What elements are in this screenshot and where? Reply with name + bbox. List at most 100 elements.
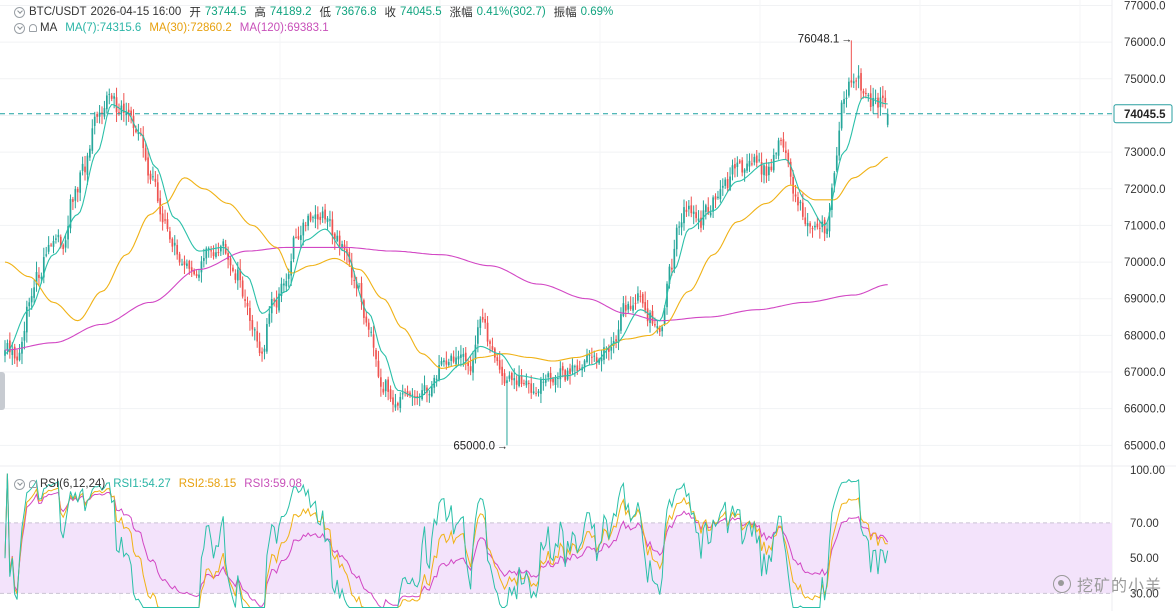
candle-body: [452, 356, 455, 362]
candle-body: [818, 227, 821, 229]
candle-body: [523, 383, 525, 385]
candle-body: [695, 212, 697, 219]
candle-body: [508, 375, 511, 379]
candle-body: [680, 222, 683, 228]
candle-body: [215, 252, 217, 257]
candle-body: [794, 194, 797, 197]
candle-body: [236, 269, 239, 281]
alert-bell-icon[interactable]: [29, 480, 37, 488]
candle-body: [595, 357, 598, 364]
high-price-marker: 76048.1: [798, 33, 840, 45]
candle-body: [173, 242, 176, 246]
candle-body: [290, 261, 292, 276]
candle-body: [33, 287, 35, 298]
candle-body: [506, 380, 508, 384]
candle-body: [823, 219, 826, 234]
ma-legend: MA MA(7):74315.6 MA(30):72860.2 MA(120):…: [14, 22, 333, 34]
candle-body: [382, 388, 385, 393]
candle-body: [867, 95, 870, 97]
candle-body: [576, 365, 579, 372]
candle-body: [200, 261, 203, 273]
candle-body: [571, 365, 574, 372]
collapse-chevron-icon[interactable]: [14, 6, 25, 18]
candle-body: [122, 103, 125, 113]
candle-body: [840, 102, 843, 129]
price-tick-label: 68000.0: [1124, 330, 1166, 342]
left-collapse-handle[interactable]: [0, 372, 5, 410]
candle-body: [450, 355, 453, 361]
candle-body: [91, 128, 94, 151]
candle-body: [399, 396, 402, 408]
candle-body: [287, 274, 290, 279]
low-price-marker: 65000.0: [453, 440, 495, 452]
candle-body: [416, 396, 419, 398]
ma-layer: →→: [0, 33, 1112, 452]
collapse-chevron-icon[interactable]: [14, 22, 25, 34]
candle-body: [372, 334, 375, 348]
collapse-chevron-icon[interactable]: [14, 478, 25, 490]
candle-body: [675, 227, 678, 250]
candle-body: [443, 360, 445, 363]
candle-body: [101, 112, 103, 114]
rsi-tick-label: 70.00: [1130, 518, 1159, 530]
candle-body: [353, 279, 356, 281]
candle-body: [127, 109, 130, 113]
candle-body: [462, 353, 465, 357]
candle-body: [217, 252, 220, 254]
datetime-label: 2026-04-15 16:00: [90, 6, 182, 18]
candle-body: [394, 404, 397, 408]
rsi-tick-label: 100.00: [1130, 465, 1165, 477]
candle-body: [758, 159, 761, 161]
candle-body: [164, 219, 166, 221]
candle-body: [763, 165, 765, 176]
candle-body: [30, 296, 33, 303]
price-tick-label: 77000.0: [1124, 0, 1166, 12]
candle-body: [734, 164, 736, 169]
candle-body: [884, 97, 887, 103]
price-tick-label: 71000.0: [1124, 220, 1166, 232]
candle-body: [736, 162, 739, 167]
candle-body: [464, 352, 467, 361]
candle-body: [712, 197, 714, 212]
candle-body: [678, 226, 680, 228]
candle-body: [135, 129, 137, 133]
candle-body: [292, 237, 295, 260]
ma7-value: MA(7):74315.6: [65, 22, 142, 34]
low-label: 低: [319, 7, 331, 19]
candle-body: [227, 253, 229, 260]
candle-body: [336, 235, 339, 241]
candle-body: [9, 340, 11, 353]
candle-body: [629, 305, 632, 309]
candle-body: [338, 235, 341, 247]
candle-body: [457, 356, 460, 360]
candle-body: [183, 261, 186, 266]
candle-body: [207, 248, 210, 250]
candle-body: [530, 383, 533, 393]
candle-body: [302, 222, 305, 236]
candle-body: [154, 178, 157, 182]
candle-body: [799, 201, 802, 204]
open-value: 73744.5: [204, 6, 247, 18]
candle-body: [261, 351, 263, 354]
candle-body: [169, 231, 171, 240]
candle-body: [222, 241, 225, 246]
candle-body: [622, 303, 625, 316]
candle-body: [137, 131, 140, 135]
candle-body: [23, 331, 26, 341]
candle-body: [326, 218, 329, 222]
candle-body: [47, 244, 50, 252]
candle-body: [624, 305, 627, 311]
candle-body: [843, 99, 845, 104]
candle-body: [295, 236, 297, 238]
candle-body: [28, 302, 31, 307]
current-price-label: 74045.5: [1124, 109, 1166, 121]
alert-bell-icon[interactable]: [29, 24, 37, 32]
candle-body: [219, 246, 222, 252]
candle-body: [258, 341, 261, 354]
candle-body: [639, 295, 642, 297]
candle-body: [755, 155, 758, 163]
candle-body: [615, 339, 617, 342]
candle-body: [564, 370, 567, 381]
candle-body: [692, 211, 695, 214]
